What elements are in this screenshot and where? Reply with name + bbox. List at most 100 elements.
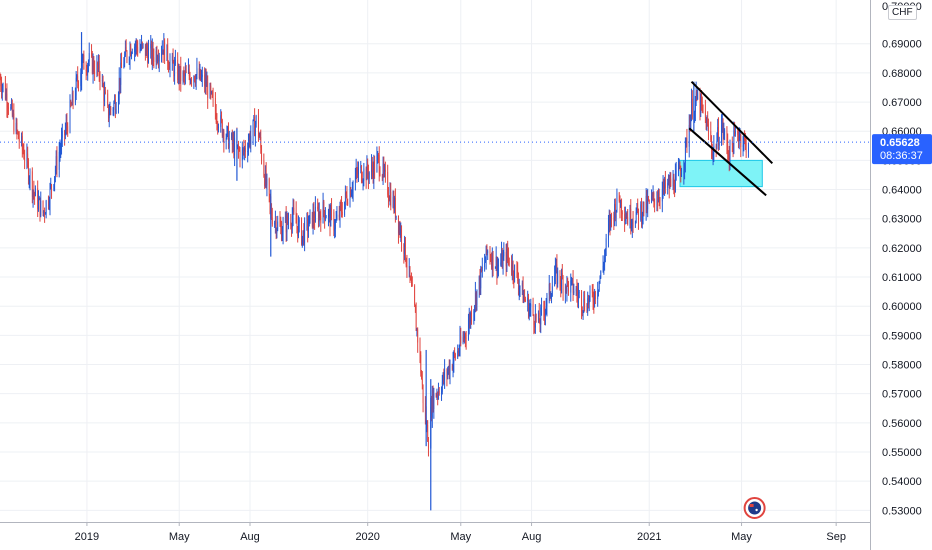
- candle-body: [352, 182, 354, 192]
- candle-body: [243, 148, 245, 151]
- candle-body: [743, 137, 745, 146]
- drawings-layer: [688, 80, 774, 197]
- candle-body: [618, 192, 620, 201]
- candle-body: [690, 115, 692, 129]
- candle-body: [76, 76, 78, 78]
- candle-body: [309, 212, 311, 216]
- candle-body: [204, 78, 206, 87]
- candle-body: [593, 302, 595, 305]
- wedge-upper-line[interactable]: [690, 80, 774, 165]
- candle-body: [75, 77, 77, 96]
- candle-body: [241, 149, 243, 161]
- candle-body: [394, 197, 396, 218]
- candle-body: [722, 121, 724, 135]
- candle-body: [584, 298, 586, 310]
- candle-body: [708, 124, 709, 132]
- candle-body: [734, 131, 736, 134]
- candle-body: [711, 139, 712, 149]
- candle-body: [178, 67, 180, 81]
- candle-body: [538, 312, 539, 319]
- candle-body: [611, 214, 612, 218]
- candle-body: [93, 59, 95, 71]
- wedge-lower-line[interactable]: [688, 127, 767, 197]
- candle-body: [674, 174, 676, 193]
- candle-body: [576, 288, 578, 294]
- candle-body: [717, 127, 719, 140]
- candle-body: [288, 222, 289, 224]
- candle-body: [408, 266, 410, 268]
- candle-body: [86, 70, 88, 73]
- candle-body: [594, 291, 596, 305]
- candle-body: [32, 190, 34, 197]
- candle-body: [602, 265, 604, 271]
- candle-body: [427, 424, 429, 442]
- candle-body: [388, 198, 390, 201]
- candle-body: [578, 293, 579, 298]
- candle-body: [376, 156, 378, 172]
- candle-body: [177, 59, 179, 81]
- candle-body: [506, 249, 508, 267]
- candle-body: [341, 211, 343, 216]
- candle-body: [435, 393, 437, 398]
- candle-body: [295, 212, 297, 224]
- candle-body: [651, 195, 653, 197]
- candle-body: [624, 217, 626, 221]
- candle-body: [264, 170, 266, 186]
- candle-body: [715, 145, 717, 149]
- y-tick-label: 0.63000: [882, 214, 922, 226]
- candle-body: [522, 283, 524, 303]
- candle-body: [252, 119, 254, 136]
- x-axis-ticks[interactable]: 2019 May Aug 2020 May Aug 2021 May Sep: [75, 531, 846, 543]
- candle-body: [627, 216, 629, 225]
- candle-body: [505, 251, 507, 267]
- candle-body: [113, 102, 115, 110]
- candle-body: [268, 178, 270, 195]
- candle-body: [179, 65, 181, 81]
- candle-body: [215, 112, 217, 123]
- candle-body: [727, 144, 729, 154]
- candle-body: [220, 115, 222, 127]
- demand-zone[interactable]: [679, 159, 763, 188]
- y-axis-ticks[interactable]: 0.690000.680000.670000.660000.650000.640…: [882, 1, 922, 517]
- candle-body: [231, 134, 232, 139]
- candle-body: [65, 122, 67, 130]
- candle-body: [40, 200, 42, 216]
- candle-body: [334, 228, 336, 231]
- candle-body: [69, 101, 71, 132]
- candle-body: [742, 145, 744, 147]
- y-tick-label: 0.59000: [882, 330, 922, 342]
- candle-body: [341, 205, 342, 212]
- candle-body: [589, 288, 591, 297]
- candle-body: [481, 267, 482, 272]
- candle-body: [454, 354, 456, 358]
- candle-body: [120, 62, 122, 85]
- candle-body: [508, 255, 509, 258]
- candle-body: [390, 191, 392, 207]
- candle-body: [724, 130, 726, 134]
- candle-body: [24, 158, 26, 160]
- candle-body: [598, 281, 600, 290]
- candle-body: [291, 225, 292, 228]
- candle-body: [227, 126, 229, 128]
- candle-body: [409, 266, 411, 278]
- candle-body: [212, 96, 214, 99]
- tradingview-logo-icon[interactable]: [743, 497, 766, 519]
- candle-body: [659, 200, 661, 202]
- candle-body: [169, 61, 171, 70]
- candle-body: [112, 109, 114, 111]
- candle-body: [104, 91, 106, 94]
- candle-body: [1, 86, 3, 93]
- candle-body: [248, 142, 249, 152]
- candle-body: [134, 46, 136, 48]
- demand-zone-layer: [679, 159, 763, 188]
- flag-star: [755, 508, 758, 512]
- candle-body: [373, 160, 375, 180]
- candle-body: [336, 214, 338, 220]
- currency-badge[interactable]: CHF: [888, 5, 917, 20]
- candle-body: [204, 74, 206, 87]
- candle-body: [42, 200, 44, 214]
- candle-body: [258, 135, 260, 138]
- candle-body: [78, 82, 79, 87]
- candle-body: [218, 126, 219, 128]
